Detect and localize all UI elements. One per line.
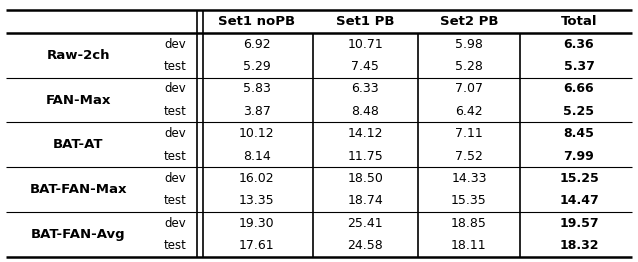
Text: 10.12: 10.12 [239, 127, 274, 140]
Text: 3.87: 3.87 [243, 105, 271, 118]
Text: dev: dev [165, 217, 186, 230]
Text: 24.58: 24.58 [347, 239, 383, 252]
Text: test: test [164, 239, 187, 252]
Text: test: test [164, 150, 187, 162]
Text: test: test [164, 60, 187, 73]
Text: 11.75: 11.75 [347, 150, 383, 162]
Text: 19.57: 19.57 [559, 217, 599, 230]
Text: Set1 PB: Set1 PB [336, 15, 394, 28]
Text: test: test [164, 194, 187, 207]
Text: test: test [164, 105, 187, 118]
Text: 19.30: 19.30 [239, 217, 274, 230]
FancyBboxPatch shape [13, 219, 143, 250]
Text: 14.33: 14.33 [451, 172, 487, 185]
Text: 7.07: 7.07 [455, 82, 483, 95]
Text: 25.41: 25.41 [348, 217, 383, 230]
FancyBboxPatch shape [13, 40, 143, 70]
Text: 5.29: 5.29 [243, 60, 271, 73]
Text: 6.33: 6.33 [352, 82, 379, 95]
Text: 7.11: 7.11 [455, 127, 483, 140]
FancyBboxPatch shape [13, 85, 143, 115]
Text: 8.14: 8.14 [243, 150, 271, 162]
Text: dev: dev [165, 127, 186, 140]
Text: 18.85: 18.85 [451, 217, 487, 230]
Text: 16.02: 16.02 [239, 172, 274, 185]
Text: 8.45: 8.45 [563, 127, 595, 140]
Text: 18.32: 18.32 [560, 239, 598, 252]
Text: 7.99: 7.99 [563, 150, 595, 162]
Text: Total: Total [561, 15, 597, 28]
Text: dev: dev [165, 37, 186, 51]
Text: 5.83: 5.83 [243, 82, 271, 95]
Text: 5.37: 5.37 [563, 60, 595, 73]
Text: 15.35: 15.35 [451, 194, 487, 207]
Text: FAN-Max: FAN-Max [45, 94, 111, 107]
Text: 7.52: 7.52 [455, 150, 483, 162]
Text: 7.45: 7.45 [352, 60, 379, 73]
Text: 5.25: 5.25 [563, 105, 595, 118]
Text: Set1 noPB: Set1 noPB [218, 15, 295, 28]
FancyBboxPatch shape [13, 129, 143, 160]
Text: dev: dev [165, 172, 186, 185]
Text: 5.28: 5.28 [455, 60, 483, 73]
Text: 14.12: 14.12 [348, 127, 383, 140]
Text: 6.92: 6.92 [243, 37, 271, 51]
Text: 6.42: 6.42 [455, 105, 483, 118]
Text: Raw-2ch: Raw-2ch [47, 49, 110, 62]
Text: dev: dev [165, 82, 186, 95]
Text: BAT-AT: BAT-AT [53, 138, 103, 151]
Text: 18.11: 18.11 [451, 239, 487, 252]
Text: 18.50: 18.50 [347, 172, 383, 185]
Text: 6.66: 6.66 [563, 82, 595, 95]
Text: 18.74: 18.74 [347, 194, 383, 207]
Text: BAT-FAN-Avg: BAT-FAN-Avg [31, 228, 126, 241]
Text: Set2 PB: Set2 PB [440, 15, 498, 28]
Text: 6.36: 6.36 [563, 37, 595, 51]
Text: 10.71: 10.71 [347, 37, 383, 51]
Text: 5.98: 5.98 [455, 37, 483, 51]
Text: BAT-FAN-Max: BAT-FAN-Max [29, 183, 127, 196]
Text: 14.47: 14.47 [559, 194, 599, 207]
Text: 17.61: 17.61 [239, 239, 274, 252]
Text: 8.48: 8.48 [352, 105, 379, 118]
Text: 15.25: 15.25 [559, 172, 599, 185]
FancyBboxPatch shape [13, 174, 143, 205]
Text: 13.35: 13.35 [239, 194, 274, 207]
